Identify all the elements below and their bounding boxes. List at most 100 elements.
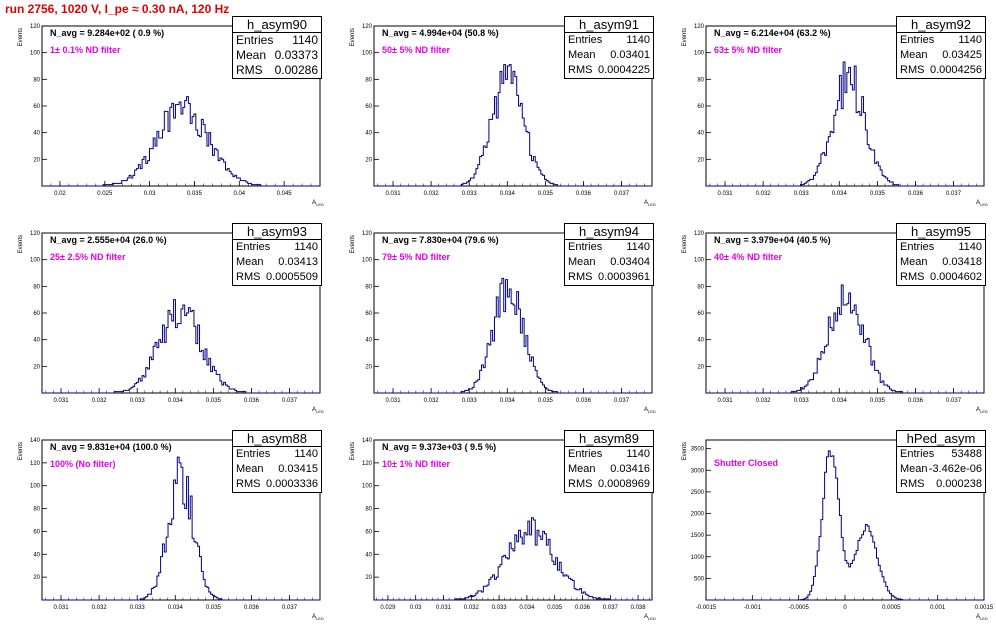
n-avg-label: N_avg = 9.284e+02 ( 0.9 %) [50,28,165,38]
x-axis-label: ALED [312,200,324,207]
x-tick-label: 0 [843,605,847,611]
histogram-bins-h_asym88 [42,456,320,601]
histogram-plot: 0.031 0.032 0.033 0.034 0.035 0.036 0.037 20 40 6… [18,231,324,414]
x-tick-label: 0.035 [538,191,554,197]
stats-entries: Entries 1140 [900,241,982,253]
x-tick-label: 0.035 [187,191,203,197]
y-tick-label: 20 [365,157,372,163]
n-avg-label: N_avg = 7.830e+04 (79.6 %) [382,235,499,245]
x-axis-label: ALED [644,200,656,207]
x-tick-label: 0.031 [386,398,402,404]
n-avg-label: N_avg = 6.214e+04 (63.2 %) [714,28,831,38]
y-tick-label: 120 [30,231,41,237]
x-tick-label: 0.036 [576,398,592,404]
x-tick-label: 0.037 [614,191,630,197]
x-tick-label: 0.033 [130,398,146,404]
stats-box: hPed_asym Entries 53488 Mean -3.462e-06 RMS 0.… [896,430,986,493]
stats-box: h_asym93 Entries 1140 Mean 0.03413 RMS 0.00055… [232,223,322,286]
y-tick-label: 100 [30,484,41,490]
x-tick-label: 0.034 [500,191,516,197]
y-tick-label: 60 [365,104,372,110]
y-tick-label: 40 [365,552,372,558]
stats-box-title: h_asym92 [897,17,985,33]
y-tick-label: 80 [33,284,40,290]
stats-box: h_asym95 Entries 1140 Mean 0.03418 RMS 0.00046… [896,223,986,286]
stats-rms: RMS 0.000238 [900,478,982,490]
y-tick-label: 40 [33,338,40,344]
histogram-plot: 0.031 0.032 0.033 0.034 0.035 0.036 0.037 20 40 6… [350,231,656,414]
stats-rms: RMS 0.0008969 [568,478,650,490]
y-tick-label: 20 [697,364,704,370]
x-tick-label: 0.034 [500,398,516,404]
y-tick-label: 60 [33,529,40,535]
x-tick-label: -0.001 [744,605,762,611]
x-tick-label: 0.0005 [882,605,901,611]
stats-box-title: h_asym91 [565,17,653,33]
y-tick-label: 100 [694,258,705,264]
histogram-bins-hped_asym [706,450,984,601]
stats-entries: Entries 1140 [236,241,318,253]
x-tick-label: 0.034 [168,398,184,404]
filter-annotation: 63± 5% ND filter [714,45,782,55]
stats-entries: Entries 1140 [236,33,318,47]
stats-mean: Mean 0.03373 [236,48,318,62]
y-tick-label: 40 [33,552,40,558]
filter-annotation: 10± 1% ND filter [382,459,450,469]
y-tick-label: 100 [30,51,41,57]
stats-box: h_asym91 Entries 1140 Mean 0.03401 RMS 0.00042… [564,16,654,79]
x-tick-label: 0.031 [386,191,402,197]
x-tick-label: 0.035 [870,191,886,197]
x-tick-label: 0.036 [576,191,592,197]
y-tick-label: 80 [697,284,704,290]
histogram-panel-h_asym94: 0.031 0.032 0.033 0.034 0.035 0.036 0.037 20 40 6… [342,219,674,426]
x-tick-label: 0.034 [519,605,535,611]
x-tick-label: 0.032 [424,398,440,404]
histogram-plot: 0.029 0.03 0.031 0.032 0.033 0.034 0.035 0.036 0… [350,438,656,621]
y-tick-label: 120 [362,231,373,237]
stats-rms: RMS 0.0003336 [236,478,318,490]
n-avg-label: N_avg = 4.994e+04 (50.8 %) [382,28,499,38]
y-tick-label: 40 [365,338,372,344]
y-tick-label: 60 [33,311,40,317]
y-tick-label: 100 [362,51,373,57]
histogram-plot: -0.0015 -0.001 -0.0005 0 0.0005 0.001 0.0015 50… [682,439,994,621]
y-axis-label: Events [350,235,356,253]
histogram-panel-hped_asym: -0.0015 -0.001 -0.0005 0 0.0005 0.001 0.0015 50… [674,426,996,633]
y-tick-label: 80 [33,507,40,513]
x-tick-label: 0.029 [380,605,396,611]
y-tick-label: 20 [33,157,40,163]
x-tick-label: 0.037 [946,191,962,197]
y-axis-label: Events [350,442,356,460]
n-avg-label: N_avg = 9.373e+03 ( 9.5 %) [382,442,497,452]
x-tick-label: 0.0015 [975,605,994,611]
y-tick-label: 60 [365,311,372,317]
histogram-bins-h_asym89 [374,517,652,601]
stats-box-title: h_asym88 [233,431,321,447]
y-axis-label: Events [682,442,688,460]
y-tick-label: 120 [30,24,41,30]
y-tick-label: 40 [697,338,704,344]
y-tick-label: 20 [365,575,372,581]
stats-mean: Mean 0.03418 [900,256,982,268]
run-title: run 2756, 1020 V, I_pe ≈ 0.30 nA, 120 Hz [5,2,230,16]
x-tick-label: 0.037 [946,398,962,404]
histogram-bins-h_asym93 [42,299,320,394]
histogram-panel-h_asym95: 0.031 0.032 0.033 0.034 0.035 0.036 0.037 20 40 6… [674,219,996,426]
histogram-plot: 0.031 0.032 0.033 0.034 0.035 0.036 0.037 20 40 6… [350,24,656,207]
histogram-panel-h_asym91: 0.031 0.032 0.033 0.034 0.035 0.036 0.037 20 40 6… [342,12,674,219]
histogram-panel-h_asym89: 0.029 0.03 0.031 0.032 0.033 0.034 0.035 0.036 0… [342,426,674,633]
stats-rms: RMS 0.0004225 [568,64,650,76]
n-avg-label: N_avg = 2.555e+04 (26.0 %) [50,235,167,245]
stats-mean: Mean 0.03425 [900,49,982,61]
y-tick-label: 60 [33,104,40,110]
stats-mean: Mean 0.03404 [568,256,650,268]
x-tick-label: 0.032 [756,191,772,197]
y-tick-label: 80 [697,77,704,83]
x-tick-label: 0.031 [54,605,70,611]
y-tick-label: 60 [697,311,704,317]
histogram-bins-h_asym92 [706,61,984,187]
histogram-plot: 0.031 0.032 0.033 0.034 0.035 0.036 0.037 20 40 6… [682,231,988,414]
y-tick-label: 140 [30,438,41,444]
y-tick-label: 80 [33,77,40,83]
y-tick-label: 2000 [691,512,705,518]
